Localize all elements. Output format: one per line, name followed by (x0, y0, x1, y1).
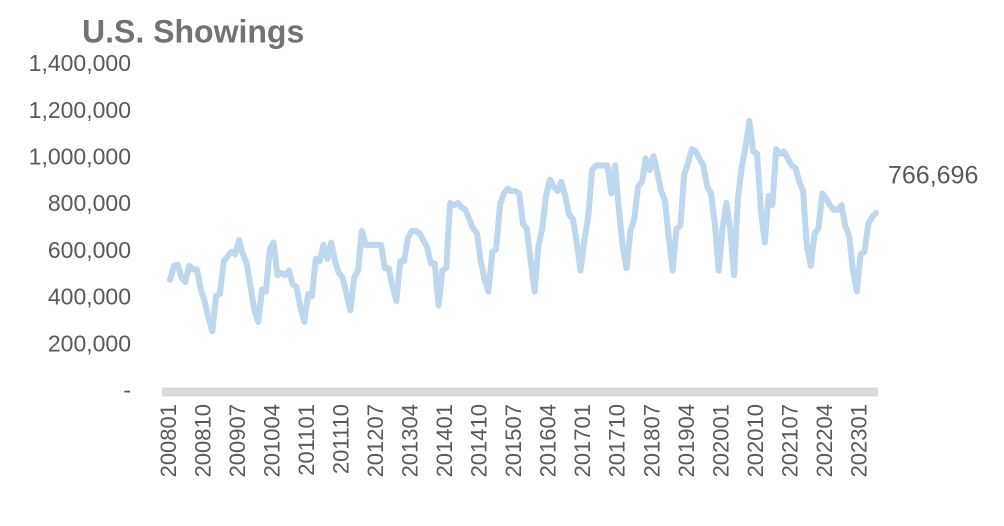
x-tick-label: 202010 (743, 404, 768, 477)
x-tick-label: 201904 (674, 404, 699, 477)
x-tick-label: 202001 (708, 404, 733, 477)
x-tick-label: 201604 (536, 404, 561, 477)
x-tick-label: 201110 (328, 404, 353, 474)
value-label: 766,696 (888, 162, 978, 190)
y-tick-label: 800,000 (48, 190, 131, 216)
y-tick-label: 1,400,000 (29, 50, 131, 76)
x-tick-label: 201101 (294, 404, 319, 476)
x-tick-label: 201701 (570, 404, 595, 477)
x-tick-label: 201207 (363, 404, 388, 477)
x-tick-label: 201410 (467, 404, 492, 477)
y-tick-label: 1,200,000 (29, 97, 131, 123)
line (167, 118, 879, 335)
x-tick-label: 200801 (156, 404, 181, 477)
x-tick-label: 201304 (398, 404, 423, 477)
x-tick-label: 201507 (501, 404, 526, 477)
x-tick-label: 201807 (639, 404, 664, 477)
x-tick-label: 202204 (812, 404, 837, 477)
x-tick-label: 202107 (777, 404, 802, 477)
x-tick-label: 201004 (259, 404, 284, 477)
chart-title: U.S. Showings (82, 13, 304, 49)
x-tick-label: 200810 (190, 404, 215, 477)
x-tick-label: 200907 (225, 404, 250, 477)
y-tick-label: 400,000 (48, 284, 131, 310)
y-tick-label: - (123, 377, 131, 403)
y-tick-label: 600,000 (48, 237, 131, 263)
x-tick-label: 202301 (846, 404, 871, 477)
x-tick-label: 201401 (432, 404, 457, 477)
x-tick-label: 201710 (605, 404, 630, 477)
y-tick-label: 200,000 (48, 330, 131, 356)
y-tick-label: 1,000,000 (29, 144, 131, 170)
